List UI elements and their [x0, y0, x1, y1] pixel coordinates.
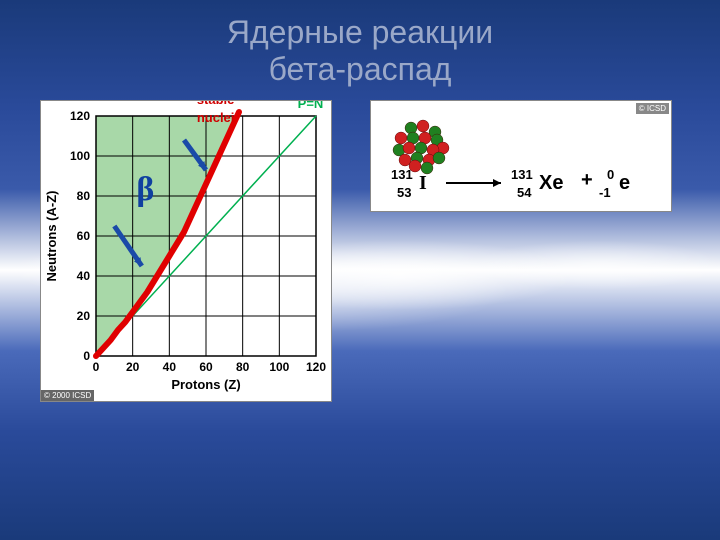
svg-text:Xe: Xe: [539, 172, 563, 194]
svg-text:54: 54: [517, 185, 532, 200]
svg-text:Protons (Z): Protons (Z): [171, 377, 240, 392]
slide-root: Ядерные реакции бета-распад P=N 0 20 40 60 80…: [0, 0, 720, 540]
title-line-2: бета-распад: [269, 51, 452, 87]
svg-text:stable: stable: [197, 101, 235, 107]
svg-text:0: 0: [93, 360, 100, 374]
svg-text:20: 20: [77, 309, 91, 323]
svg-text:40: 40: [77, 269, 91, 283]
svg-text:e: e: [619, 172, 630, 194]
svg-text:80: 80: [236, 360, 250, 374]
equation-panel: 131 53 I 131 54 Xe +0 -1 e © ICSD: [370, 100, 672, 212]
svg-text:β: β: [136, 171, 154, 208]
svg-text:80: 80: [77, 189, 91, 203]
svg-text:60: 60: [77, 229, 91, 243]
svg-text:P=N: P=N: [298, 101, 324, 111]
equation-copyright: © ICSD: [636, 103, 669, 114]
svg-text:Neutrons (A-Z): Neutrons (A-Z): [44, 191, 59, 282]
svg-text:131: 131: [511, 167, 533, 182]
svg-text:131: 131: [391, 167, 413, 182]
svg-text:0: 0: [83, 349, 90, 363]
chart-copyright: © 2000 ICSD: [41, 390, 94, 401]
title-line-1: Ядерные реакции: [227, 14, 493, 50]
svg-text:60: 60: [199, 360, 213, 374]
svg-text:120: 120: [306, 360, 326, 374]
svg-text:53: 53: [397, 185, 411, 200]
stability-chart-panel: P=N 0 20 40 60 80 100 120 0 20 40 60 80 100 120 Protons…: [40, 100, 332, 402]
svg-text:40: 40: [163, 360, 177, 374]
svg-text:0: 0: [607, 167, 614, 182]
svg-text:I: I: [419, 172, 427, 194]
svg-text:+: +: [581, 169, 593, 191]
svg-text:100: 100: [269, 360, 289, 374]
svg-text:-1: -1: [599, 185, 611, 200]
svg-text:20: 20: [126, 360, 140, 374]
svg-text:100: 100: [70, 149, 90, 163]
beta-decay-equation: 131 53 I 131 54 Xe +0 -1 e: [371, 101, 671, 211]
svg-text:120: 120: [70, 109, 90, 123]
slide-title: Ядерные реакции бета-распад: [0, 14, 720, 88]
stability-chart: P=N 0 20 40 60 80 100 120 0 20 40 60 80 100 120 Protons…: [41, 101, 331, 401]
svg-text:nuclei: nuclei: [197, 110, 235, 125]
